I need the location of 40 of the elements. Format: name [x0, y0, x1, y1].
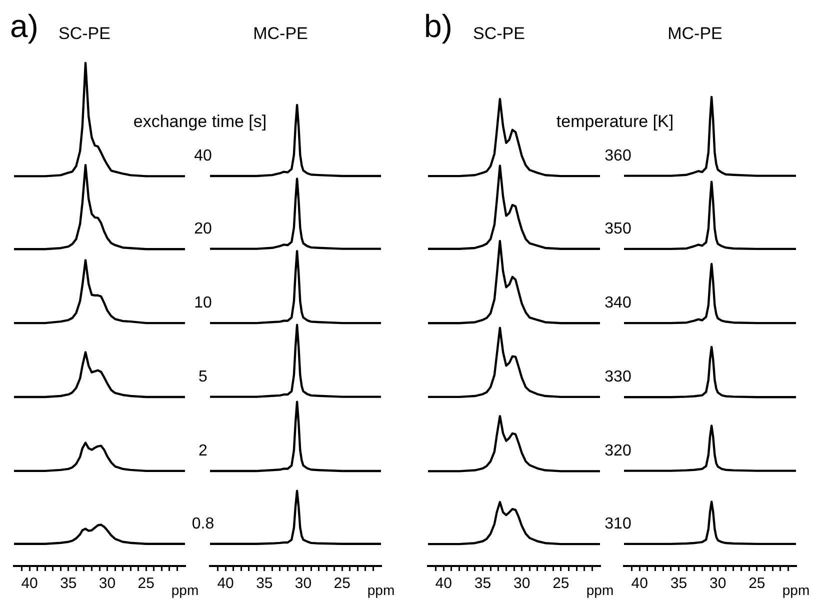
- chart-title: MC-PE: [252, 24, 309, 44]
- x-tick-label: 40: [21, 575, 38, 592]
- x-axis-title: ppm: [366, 582, 396, 598]
- x-tick-label: 35: [474, 575, 492, 592]
- series-label: 360: [604, 147, 632, 164]
- x-tick-label: 40: [631, 575, 648, 592]
- annotation: temperature [K]: [555, 112, 675, 132]
- series-label: 330: [604, 368, 632, 386]
- x-axis-title: ppm: [585, 582, 615, 598]
- text: a): [10, 7, 38, 46]
- series-label: 10: [194, 294, 212, 312]
- series-label: 310: [604, 515, 632, 532]
- x-tick-label: 25: [552, 575, 570, 592]
- series-label: 320: [604, 442, 632, 460]
- x-tick-label: 35: [60, 575, 77, 592]
- x-tick-label: 25: [748, 575, 766, 592]
- series-label: 40: [194, 148, 212, 165]
- x-tick-label: 35: [256, 575, 273, 592]
- series-label: 0.8: [192, 515, 214, 532]
- x-axis-title: ppm: [781, 582, 811, 598]
- x-tick-label: 40: [435, 575, 452, 592]
- chart-title: SC-PE: [473, 24, 525, 43]
- series-label: 20: [194, 220, 212, 238]
- x-tick-label: 30: [294, 575, 312, 592]
- series-label: 5: [198, 368, 208, 386]
- text: b): [424, 7, 452, 46]
- x-tick-label: 30: [709, 575, 726, 592]
- x-tick-label: 25: [334, 575, 350, 592]
- annotation: exchange time [s]: [132, 112, 268, 132]
- x-tick-label: 40: [217, 575, 234, 592]
- chart-title: MC-PE: [666, 24, 724, 44]
- chart-title: SC-PE: [58, 24, 110, 43]
- x-tick-label: 30: [513, 575, 530, 592]
- series-label: 340: [604, 294, 632, 312]
- series-label: 350: [604, 220, 632, 238]
- x-tick-label: 30: [98, 575, 116, 592]
- x-tick-label: 35: [670, 575, 688, 592]
- x-axis-title: ppm: [170, 582, 200, 598]
- series-label: 2: [198, 442, 208, 460]
- x-tick-label: 25: [138, 575, 154, 592]
